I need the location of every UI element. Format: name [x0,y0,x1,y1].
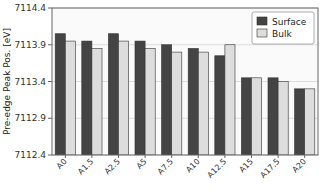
x-tick-label: A15 [237,157,254,174]
legend-box [252,12,314,44]
y-tick-label: 7112.9 [15,113,47,123]
x-tick [304,155,305,158]
y-tick [48,118,52,119]
bar [268,78,278,155]
bar [162,45,172,155]
x-tick-label: A12.5 [205,157,228,180]
bar [278,82,288,156]
bar [82,41,92,155]
x-tick [65,155,66,158]
x-tick [171,155,172,158]
x-tick-label: A5 [135,157,149,171]
legend-swatch [257,17,267,25]
bar [188,48,198,155]
bar [295,89,305,155]
legend: Surface Bulk [252,12,314,44]
bars [55,34,315,155]
x-tick-label: A20 [291,157,308,174]
bar [119,41,129,155]
bar [241,78,251,155]
bar [252,78,262,155]
bar [65,41,75,155]
y-tick [48,8,52,9]
y-tick [48,155,52,156]
x-tick-label: A7.5 [156,157,175,176]
bar [108,34,118,155]
bar [215,56,225,155]
x-tick [278,155,279,158]
y-axis-label: Pre-edge Peak Pos. [eV] [2,28,12,135]
legend-swatch [257,29,267,37]
chart-svg: 7112.4 7112.9 7113.4 7113.9 7114.4 A0 A1.5 A2.5… [0,0,326,189]
y-tick-label: 7113.9 [15,40,47,50]
x-tick-label: A17.5 [259,157,282,180]
x-tick [251,155,252,158]
y-tick [48,44,52,45]
bar [92,48,102,155]
x-tick [198,155,199,158]
x-tick-label: A10 [184,157,201,174]
y-tick-label: 7113.4 [15,77,47,87]
y-tick [48,81,52,82]
x-tick [224,155,225,158]
bar [145,48,155,155]
bar [198,52,208,155]
plot-background [52,8,318,155]
x-tick [118,155,119,158]
bar [172,52,182,155]
grid [52,8,318,155]
x-tick-label: A0 [55,157,69,171]
legend-label: Surface [272,17,307,27]
x-tick [91,155,92,158]
legend-label: Bulk [272,29,292,39]
bar [305,89,315,155]
bar [135,41,145,155]
y-tick-label: 7112.4 [15,150,47,160]
y-tick-label: 7114.4 [15,3,47,13]
chart-container: 7112.4 7112.9 7113.4 7113.9 7114.4 A0 A1.5 A2.5… [0,0,326,189]
plot-frame [52,8,318,155]
bar [55,34,65,155]
x-tick-label: A2.5 [103,157,122,176]
x-tick [145,155,146,158]
bar [225,45,235,155]
x-tick-label: A1.5 [76,157,95,176]
